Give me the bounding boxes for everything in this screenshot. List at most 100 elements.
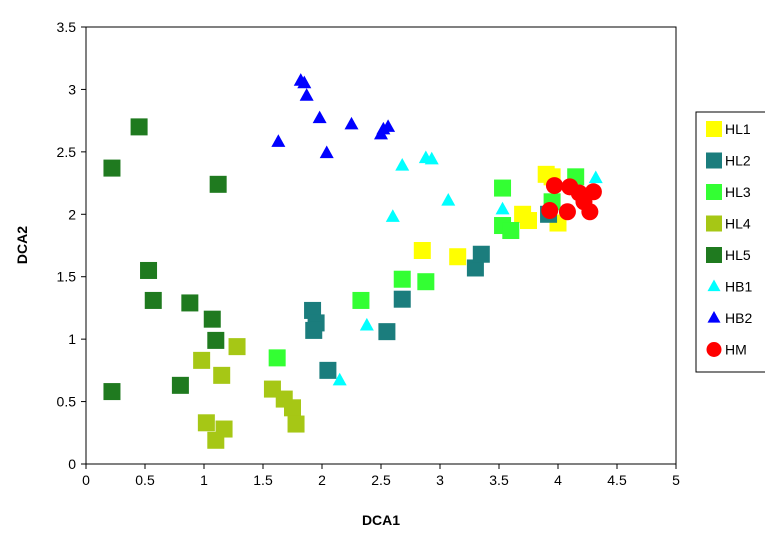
data-point-hl1 xyxy=(413,241,431,259)
data-point-hm xyxy=(541,202,559,220)
legend-label-hl5: HL5 xyxy=(725,247,751,263)
x-tick-label: 2.5 xyxy=(371,472,391,488)
data-point-hl4 xyxy=(197,414,215,432)
data-point-hl5 xyxy=(103,383,121,401)
data-point-hb1 xyxy=(441,192,456,206)
y-tick-label: 0 xyxy=(68,456,76,472)
x-tick-label: 2 xyxy=(318,472,326,488)
series-hb2 xyxy=(271,73,396,159)
data-point-hl3 xyxy=(352,291,370,309)
data-point-hb2 xyxy=(344,116,359,130)
legend-label-hb1: HB1 xyxy=(725,279,752,295)
data-point-hb1 xyxy=(588,170,603,184)
data-point-hl2 xyxy=(378,323,396,341)
x-tick-label: 0.5 xyxy=(135,472,155,488)
legend-label-hb2: HB2 xyxy=(725,310,752,326)
data-point-hl4 xyxy=(193,351,211,369)
plot-area xyxy=(85,26,677,465)
legend-marker-hb2 xyxy=(707,310,721,323)
data-point-hl5 xyxy=(209,175,227,193)
data-point-hl4 xyxy=(228,338,246,356)
data-point-hl2 xyxy=(393,290,411,308)
series-hl5 xyxy=(103,118,227,401)
series-hl2 xyxy=(304,205,558,379)
data-point-hl5 xyxy=(144,291,162,309)
x-axis-label: DCA1 xyxy=(362,512,400,528)
data-point-hm xyxy=(558,203,576,221)
legend-marker-hl3 xyxy=(706,184,722,200)
data-marks xyxy=(103,73,603,449)
axis-ticks: 0 0.5 1 1.5 2 2.5 3 3.5 4 4.5 5 0 0.5 1 1.5 2 2.5 3 3.5 xyxy=(57,19,681,488)
data-point-hb2 xyxy=(271,134,286,147)
data-point-hl5 xyxy=(140,261,158,279)
x-tick-label: 4.5 xyxy=(607,472,627,488)
legend-marker-hb1 xyxy=(707,279,721,292)
data-point-hl2 xyxy=(319,361,337,379)
data-point-hb1 xyxy=(424,151,439,165)
data-point-hl5 xyxy=(103,159,121,177)
legend-label-hl2: HL2 xyxy=(725,153,751,169)
data-point-hb1 xyxy=(385,209,400,222)
legend-label-hm: HM xyxy=(725,342,747,358)
legend-box xyxy=(695,111,765,373)
data-point-hb2 xyxy=(297,75,312,89)
y-axis-label: DCA2 xyxy=(14,226,30,264)
x-tick-label: 5 xyxy=(672,472,680,488)
y-tick-label: 3.5 xyxy=(57,19,77,35)
data-point-hl5 xyxy=(130,118,148,136)
y-tick-label: 0.5 xyxy=(57,394,77,410)
data-point-hb2 xyxy=(312,110,327,124)
series-hl4 xyxy=(193,338,305,449)
legend-marker-hl4 xyxy=(706,215,722,232)
y-tick-label: 1 xyxy=(68,331,76,347)
data-point-hl5 xyxy=(203,310,221,328)
data-point-hl5 xyxy=(207,331,225,349)
data-point-hb1 xyxy=(395,158,410,171)
series-hm xyxy=(541,177,602,221)
data-point-hm xyxy=(545,177,563,195)
legend-label-hl1: HL1 xyxy=(725,121,751,137)
y-tick-label: 2.5 xyxy=(57,144,77,160)
data-point-hl5 xyxy=(171,376,189,394)
data-point-hl4 xyxy=(287,415,305,433)
y-tick-label: 1.5 xyxy=(57,269,77,285)
x-tick-label: 4 xyxy=(554,472,562,488)
legend-label-hl4: HL4 xyxy=(725,216,751,232)
x-tick-label: 3.5 xyxy=(489,472,509,488)
data-point-hl3 xyxy=(417,273,435,291)
data-point-hl1 xyxy=(449,248,467,266)
data-point-hb2 xyxy=(381,119,396,132)
x-tick-label: 3 xyxy=(436,472,444,488)
data-point-hl5 xyxy=(181,294,199,312)
data-point-hl2 xyxy=(466,259,484,277)
data-point-hl3 xyxy=(393,270,411,288)
data-point-hb1 xyxy=(495,201,510,215)
legend-marker-hm xyxy=(706,342,722,357)
legend-marker-hl1 xyxy=(706,121,722,137)
data-point-hm xyxy=(584,183,602,201)
data-point-hl4 xyxy=(213,366,231,384)
data-point-hl3 xyxy=(502,222,520,240)
data-point-hb2 xyxy=(299,88,314,101)
data-point-hl4 xyxy=(215,420,233,438)
legend-label-hl3: HL3 xyxy=(725,184,751,200)
legend-marker-hl5 xyxy=(706,247,722,263)
y-tick-label: 3 xyxy=(68,81,76,97)
data-point-hl4 xyxy=(284,399,301,417)
data-point-hl3 xyxy=(494,179,512,197)
data-point-hl3 xyxy=(268,349,286,367)
data-point-hb2 xyxy=(319,145,334,159)
data-point-hb1 xyxy=(332,372,347,386)
y-tick-label: 2 xyxy=(68,206,76,222)
legend-marker-hl2 xyxy=(706,152,722,169)
legend: HL1 HL2 HL3 HL4 HL5 HB1 HB2 HM xyxy=(695,111,765,373)
data-point-hm xyxy=(581,203,599,221)
x-tick-label: 1.5 xyxy=(253,472,273,488)
data-point-hl2 xyxy=(305,321,323,339)
series-hb1 xyxy=(332,150,603,386)
data-point-hl1 xyxy=(520,212,537,230)
data-point-hl2 xyxy=(472,245,490,263)
x-tick-label: 1 xyxy=(200,472,208,488)
